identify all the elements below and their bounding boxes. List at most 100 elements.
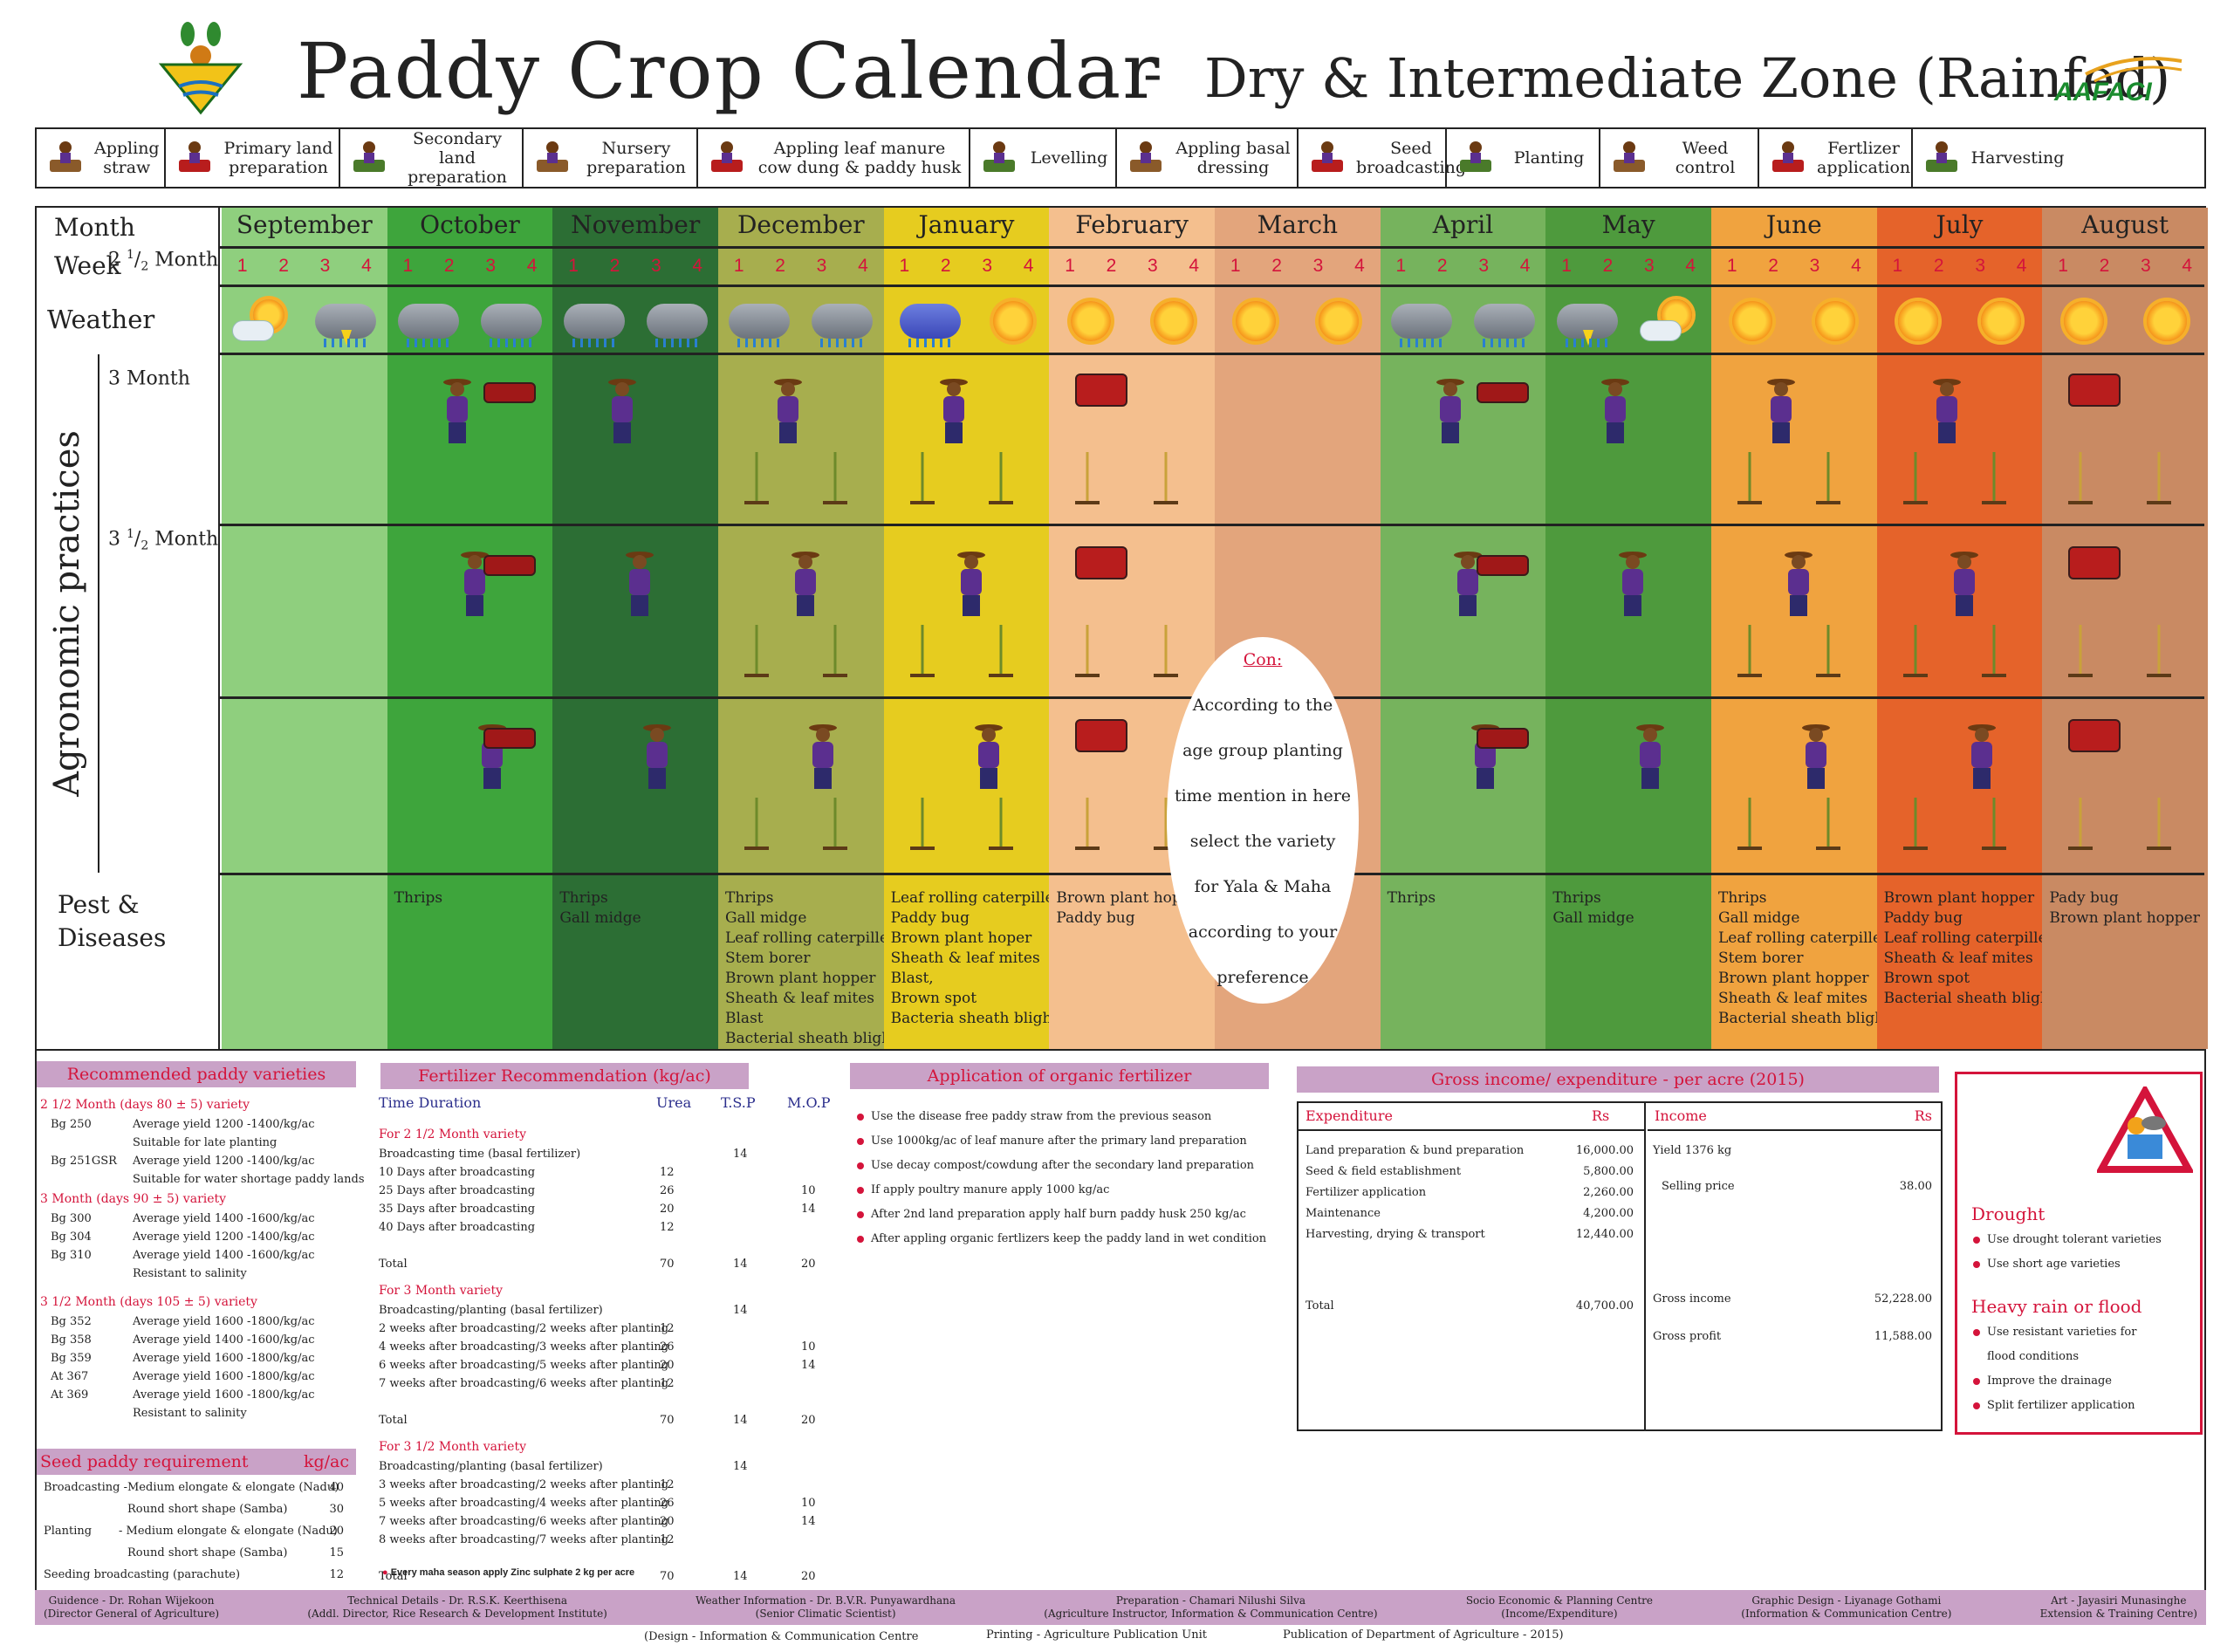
farmer-icon — [1633, 724, 1668, 789]
organic-list: Use the disease free paddy straw from th… — [852, 1105, 1271, 1251]
week-number: 2 — [609, 256, 620, 276]
rice-plant-icon — [1075, 625, 1100, 677]
income-column: Income Rs Yield 1376 kg Selling price 38… — [1648, 1103, 1941, 1429]
credit-role: Extension & Training Centre) — [2039, 1607, 2197, 1620]
variety-row: Bg 352 Average yield 1600 -1800/kg/ac — [40, 1313, 354, 1331]
week-numbers: 1 2 3 4 — [222, 250, 387, 283]
rice-plant-icon — [1737, 625, 1762, 677]
con-note-line: preference — [1216, 968, 1309, 987]
week-number: 3 — [1312, 256, 1324, 276]
week-number: 2 — [1933, 256, 1944, 276]
rice-plant-icon — [909, 625, 935, 677]
variety-row-label: 2 1/2 Month — [108, 248, 218, 274]
farmer-planting-icon — [1452, 134, 1499, 182]
week-number: 3 — [1975, 256, 1986, 276]
rice-plant-icon — [1902, 452, 1928, 504]
rice-plant-icon — [1981, 798, 2006, 850]
week-number: 3 — [982, 256, 993, 276]
fertilizer-amount: 14 — [733, 1460, 748, 1473]
farmer-icon — [788, 552, 823, 616]
agronomic-practices-label: Agronomic practices — [47, 430, 87, 797]
month-row-label: Month — [54, 213, 135, 242]
month-label: April — [1432, 210, 1494, 239]
rice-plant-icon — [823, 798, 847, 850]
fertilizer-row: 8 weeks after broadcasting/7 weeks after… — [379, 1531, 836, 1549]
rain-cloud-icon — [812, 304, 874, 347]
rain-cloud-icon — [563, 304, 625, 347]
rice-plant-icon — [2147, 798, 2172, 850]
month-column: October 1 2 3 4 Thrips — [387, 208, 553, 1049]
fertilizer-amount: 14 — [801, 1515, 816, 1528]
aafaci-logo-text: AAFACI — [2053, 78, 2152, 106]
week-number: 2 — [1768, 256, 1778, 276]
fertilizer-stage: 2 weeks after broadcasting/2 weeks after… — [379, 1322, 669, 1335]
week-number: 2 — [1106, 256, 1117, 276]
fertilizer-row — [379, 1393, 836, 1411]
farmer-icon — [622, 552, 657, 616]
farmer-fertilizer-icon — [1765, 134, 1812, 182]
rice-plant-icon — [1902, 798, 1928, 850]
month-column: July 1 2 3 4 Brown plant hopper Paddy bug Leaf … — [1876, 208, 2056, 1049]
fertilizer-col-header: Urea — [656, 1094, 692, 1111]
week-numbers: 1 2 3 4 — [552, 250, 718, 283]
yield-text: Yield 1376 kg — [1653, 1144, 1732, 1157]
variety-desc: Suitable for late planting — [133, 1136, 278, 1149]
row-label-sub: 2 — [140, 538, 149, 553]
fertilizer-row: Broadcasting/planting (basal fertilizer)… — [379, 1301, 836, 1320]
week-number: 1 — [402, 256, 414, 276]
gross-profit-value: 11,588.00 — [1874, 1330, 1932, 1343]
fertilizer-amount: 14 — [733, 1148, 748, 1161]
flood-item: Split fertilizer application — [1968, 1394, 2195, 1418]
fertilizer-amount: 20 — [801, 1414, 816, 1427]
variety-row: Resistant to salinity — [40, 1265, 354, 1283]
fertilizer-amount: 20 — [660, 1359, 675, 1372]
pest-item: Bacterial sheath blight — [1883, 990, 2056, 1007]
row-label-slash: / — [134, 528, 141, 551]
fertilizer-row: 6 weeks after broadcasting/5 weeks after… — [379, 1356, 836, 1374]
rice-plant-icon — [1816, 452, 1840, 504]
week-number: 2 — [2099, 256, 2110, 276]
fertilizer-stage: 10 Days after broadcasting — [379, 1166, 536, 1179]
farmer-icon — [1799, 724, 1833, 789]
weather-cell — [718, 291, 884, 351]
weather-cell — [552, 291, 718, 351]
fertilizer-row: Total 70 14 20 — [379, 1411, 836, 1429]
harvester-icon — [2068, 546, 2121, 579]
week-number: 2 — [1271, 256, 1282, 276]
week-number: 4 — [361, 256, 372, 276]
rice-plant-icon — [909, 798, 935, 850]
pest-item: Blast — [725, 1010, 764, 1027]
fertilizer-row: Broadcasting time (basal fertilizer) 14 — [379, 1145, 836, 1163]
agro-cell — [1877, 356, 2043, 875]
variety-name: Bg 310 — [51, 1249, 92, 1262]
fertilizer-amount: 12 — [660, 1322, 675, 1335]
fertilizer-stage: Total — [379, 1570, 408, 1583]
rain-cloud-icon — [480, 304, 542, 347]
week-numbers: 1 2 3 4 — [2042, 250, 2208, 283]
weather-cell — [2042, 291, 2208, 351]
pest-list: Leaf rolling caterpiller Paddy bug Brown p… — [890, 888, 1066, 1029]
variety-desc: Average yield 1600 -1800/kg/ac — [133, 1370, 315, 1383]
rice-plant-icon — [1154, 625, 1179, 677]
fertilizer-bag-icon — [1122, 134, 1169, 182]
variety-row: At 369 Average yield 1600 -1800/kg/ac — [40, 1386, 354, 1404]
pest-item: Brown plant hopper — [1056, 889, 1207, 907]
fertilizer-stage: 25 Days after broadcasting — [379, 1184, 536, 1197]
weather-row-label: Weather — [47, 305, 155, 334]
fertilizer-title: Fertilizer Recommendation (kg/ac) — [380, 1063, 749, 1089]
fertilizer-amount: 12 — [660, 1166, 675, 1179]
flood-item: flood conditions — [1987, 1350, 2079, 1363]
pest-item: Bacterial sheath blight — [1718, 1010, 1891, 1027]
zinc-note-text: Every maha season apply Zinc sulphate 2 … — [390, 1567, 635, 1578]
farmer-icon — [1598, 379, 1633, 443]
fertilizer-amount: 10 — [801, 1340, 816, 1354]
fertilizer-stage: 40 Days after broadcasting — [379, 1221, 536, 1234]
week-number: 1 — [899, 256, 910, 276]
plough-icon — [483, 728, 536, 749]
legend-item: Weed control — [1600, 129, 1759, 187]
legend-item: Secondary land preparation — [340, 129, 524, 187]
pest-item: Brown plant hoper — [890, 929, 1032, 947]
aafaci-logo: AAFACI — [2051, 48, 2190, 109]
fertilizer-stage: Broadcasting/planting (basal fertilizer) — [379, 1460, 603, 1473]
weather-cell — [1215, 291, 1381, 351]
